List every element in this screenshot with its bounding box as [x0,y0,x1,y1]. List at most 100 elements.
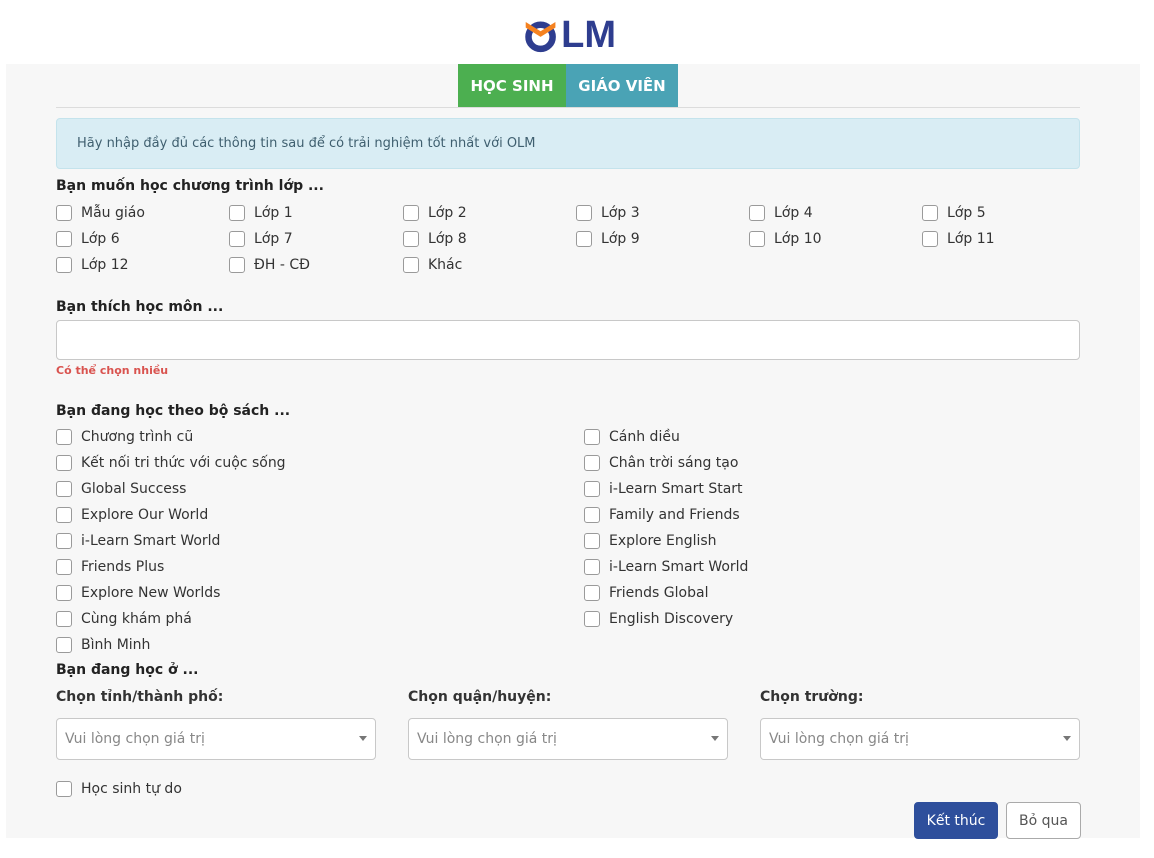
checkbox-box[interactable] [584,429,600,445]
checkbox-box[interactable] [922,205,938,221]
checkbox-box[interactable] [56,637,72,653]
book-checkbox[interactable]: Kết nối tri thức với cuộc sống [56,453,286,473]
checkbox-box[interactable] [403,257,419,273]
checkbox-box[interactable] [229,205,245,221]
checkbox-box[interactable] [56,481,72,497]
checkbox-box[interactable] [56,559,72,575]
province-select[interactable]: Vui lòng chọn giá trị [56,718,376,760]
tab-teacher[interactable]: GIÁO VIÊN [566,64,678,108]
checkbox-box[interactable] [584,611,600,627]
grade-checkbox-dh-cd[interactable]: ĐH - CĐ [229,255,310,275]
checkbox-box[interactable] [229,257,245,273]
grade-checkbox-lop-9[interactable]: Lớp 9 [576,229,640,249]
book-checkbox[interactable]: Chương trình cũ [56,427,193,447]
grade-checkbox-khac[interactable]: Khác [403,255,462,275]
grade-checkbox-lop-8[interactable]: Lớp 8 [403,229,467,249]
logo-text-lm: LM [561,14,616,56]
grade-checkbox-lop-11[interactable]: Lớp 11 [922,229,995,249]
grade-checkbox-lop-5[interactable]: Lớp 5 [922,203,986,223]
book-checkbox[interactable]: i-Learn Smart World [56,531,220,551]
checkbox-box[interactable] [584,481,600,497]
checkbox-label: Chương trình cũ [81,429,194,445]
district-select[interactable]: Vui lòng chọn giá trị [408,718,728,760]
books-title: Bạn đang học theo bộ sách ... [56,403,291,419]
checkbox-label: Lớp 10 [774,231,822,247]
checkbox-label: Lớp 6 [81,231,120,247]
checkbox-box[interactable] [584,533,600,549]
checkbox-box[interactable] [576,231,592,247]
checkbox-label: Friends Plus [81,559,165,575]
book-checkbox[interactable]: Friends Global [584,583,708,603]
checkbox-box[interactable] [584,585,600,601]
skip-button[interactable]: Bỏ qua [1006,802,1081,839]
subjects-title: Bạn thích học môn ... [56,299,224,315]
grade-checkbox-lop-10[interactable]: Lớp 10 [749,229,822,249]
checkbox-box[interactable] [403,205,419,221]
checkbox-label: Khác [428,257,463,273]
grade-checkbox-lop-12[interactable]: Lớp 12 [56,255,129,275]
checkbox-box[interactable] [584,455,600,471]
free-student-checkbox[interactable]: Học sinh tự do [56,779,182,799]
info-alert: Hãy nhập đầy đủ các thông tin sau để có … [56,118,1080,169]
school-select[interactable]: Vui lòng chọn giá trị [760,718,1080,760]
grade-checkbox-mau-giao[interactable]: Mẫu giáo [56,203,145,223]
book-checkbox[interactable]: Explore English [584,531,717,551]
checkbox-label: i-Learn Smart Start [609,481,743,497]
district-placeholder: Vui lòng chọn giá trị [417,731,557,747]
checkbox-label: Friends Global [609,585,709,601]
grade-checkbox-lop-2[interactable]: Lớp 2 [403,203,467,223]
grade-checkbox-lop-1[interactable]: Lớp 1 [229,203,293,223]
subjects-hint: Có thể chọn nhiều [56,364,169,377]
checkbox-label: Explore English [609,533,717,549]
checkbox-box[interactable] [576,205,592,221]
checkbox-box[interactable] [56,781,72,797]
checkbox-box[interactable] [229,231,245,247]
school-placeholder: Vui lòng chọn giá trị [769,731,909,747]
checkbox-label: Học sinh tự do [81,781,182,797]
book-checkbox[interactable]: Global Success [56,479,186,499]
book-checkbox[interactable]: English Discovery [584,609,733,629]
grade-checkbox-lop-7[interactable]: Lớp 7 [229,229,293,249]
checkbox-box[interactable] [922,231,938,247]
chevron-down-icon [711,736,719,741]
checkbox-label: English Discovery [609,611,734,627]
book-checkbox[interactable]: Chân trời sáng tạo [584,453,738,473]
checkbox-box[interactable] [56,429,72,445]
book-checkbox[interactable]: Explore New Worlds [56,583,220,603]
checkbox-label: Cùng khám phá [81,611,192,627]
book-checkbox[interactable]: Cánh diều [584,427,680,447]
checkbox-box[interactable] [56,585,72,601]
chevron-down-icon [359,736,367,741]
checkbox-box[interactable] [56,611,72,627]
checkbox-box[interactable] [403,231,419,247]
book-checkbox[interactable]: Cùng khám phá [56,609,192,629]
tab-student[interactable]: HỌC SINH [458,64,566,108]
grade-checkbox-lop-4[interactable]: Lớp 4 [749,203,813,223]
book-checkbox[interactable]: Bình Minh [56,635,150,655]
book-checkbox[interactable]: i-Learn Smart World [584,557,748,577]
finish-button[interactable]: Kết thúc [914,802,998,839]
checkbox-box[interactable] [584,507,600,523]
checkbox-label: Lớp 1 [254,205,293,221]
location-title: Bạn đang học ở ... [56,662,199,678]
checkbox-box[interactable] [749,205,765,221]
checkbox-box[interactable] [749,231,765,247]
book-checkbox[interactable]: Explore Our World [56,505,208,525]
checkbox-box[interactable] [56,205,72,221]
checkbox-box[interactable] [584,559,600,575]
checkbox-box[interactable] [56,257,72,273]
book-checkbox[interactable]: Family and Friends [584,505,740,525]
checkbox-label: Family and Friends [609,507,740,523]
checkbox-box[interactable] [56,231,72,247]
grade-checkbox-lop-3[interactable]: Lớp 3 [576,203,640,223]
checkbox-label: Lớp 3 [601,205,640,221]
checkbox-box[interactable] [56,533,72,549]
book-checkbox[interactable]: i-Learn Smart Start [584,479,743,499]
checkbox-box[interactable] [56,455,72,471]
grade-checkbox-lop-6[interactable]: Lớp 6 [56,229,120,249]
checkbox-box[interactable] [56,507,72,523]
subjects-multiselect-input[interactable] [56,320,1080,360]
book-checkbox[interactable]: Friends Plus [56,557,164,577]
tab-divider [56,107,1080,108]
chevron-down-icon [1063,736,1071,741]
